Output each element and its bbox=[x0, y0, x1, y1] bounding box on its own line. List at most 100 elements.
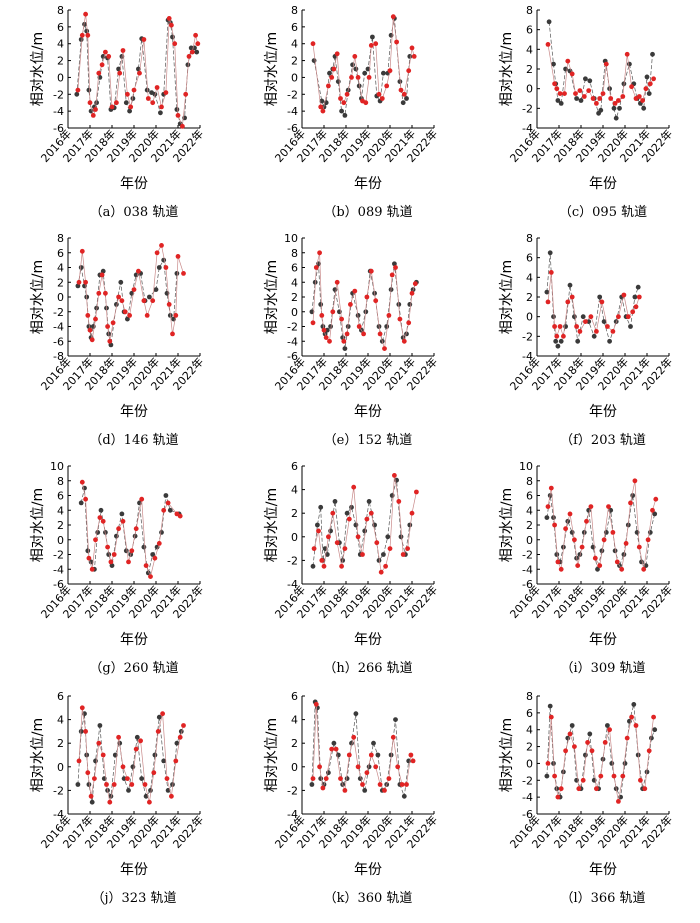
data-point-1 bbox=[133, 526, 139, 532]
data-point-1 bbox=[131, 87, 137, 93]
data-point-1 bbox=[577, 88, 583, 93]
data-point-0 bbox=[544, 515, 550, 520]
y-tick-label: 10 bbox=[284, 232, 298, 245]
data-point-0 bbox=[86, 782, 92, 787]
y-tick-label: 0 bbox=[526, 311, 533, 324]
y-axis-title: 相对水位/m bbox=[499, 488, 515, 562]
data-point-0 bbox=[622, 761, 628, 766]
panel-0: -6-4-2024682016年2017年2018年2019年2020年2021… bbox=[30, 4, 206, 220]
data-point-1 bbox=[545, 761, 551, 766]
data-point-0 bbox=[547, 703, 553, 709]
x-axis-title: 年份 bbox=[354, 862, 382, 878]
data-point-0 bbox=[188, 45, 194, 51]
data-point-0 bbox=[350, 62, 355, 68]
data-point-1 bbox=[159, 104, 164, 110]
data-point-0 bbox=[75, 782, 81, 787]
data-point-1 bbox=[85, 770, 91, 776]
data-point-1 bbox=[597, 563, 603, 568]
data-point-1 bbox=[97, 515, 103, 520]
data-point-1 bbox=[382, 788, 387, 793]
data-point-1 bbox=[143, 563, 149, 568]
data-point-1 bbox=[557, 91, 563, 96]
data-point-1 bbox=[647, 81, 653, 87]
data-point-1 bbox=[356, 324, 362, 329]
series-line-1 bbox=[312, 16, 415, 113]
data-point-1 bbox=[173, 313, 179, 318]
data-point-0 bbox=[591, 333, 597, 339]
data-point-1 bbox=[155, 729, 161, 734]
data-point-1 bbox=[577, 329, 583, 334]
data-point-1 bbox=[412, 281, 418, 287]
y-tick-label: 0 bbox=[291, 306, 298, 319]
data-point-1 bbox=[346, 516, 352, 522]
data-point-0 bbox=[170, 34, 175, 40]
data-point-1 bbox=[592, 555, 598, 561]
data-point-1 bbox=[567, 731, 573, 737]
data-point-1 bbox=[313, 265, 319, 270]
data-point-0 bbox=[353, 711, 359, 717]
data-point-1 bbox=[589, 748, 595, 754]
y-tick-label: 0 bbox=[526, 534, 533, 547]
data-point-1 bbox=[594, 786, 599, 792]
data-point-1 bbox=[318, 104, 324, 110]
data-point-0 bbox=[639, 559, 644, 565]
y-tick-label: 4 bbox=[526, 724, 533, 737]
data-point-0 bbox=[167, 507, 173, 513]
data-point-0 bbox=[611, 105, 617, 111]
data-point-1 bbox=[373, 298, 379, 304]
data-point-1 bbox=[341, 100, 347, 106]
data-point-0 bbox=[583, 752, 588, 758]
y-tick-label: -6 bbox=[287, 350, 298, 363]
data-point-0 bbox=[85, 548, 91, 554]
data-point-1 bbox=[75, 87, 81, 93]
y-tick-label: 8 bbox=[526, 475, 533, 488]
data-point-0 bbox=[78, 500, 84, 506]
data-point-1 bbox=[169, 793, 174, 799]
data-point-0 bbox=[578, 98, 584, 103]
data-point-1 bbox=[552, 773, 557, 779]
data-point-1 bbox=[616, 98, 621, 103]
data-point-0 bbox=[141, 544, 147, 550]
data-point-0 bbox=[174, 740, 180, 746]
data-point-0 bbox=[574, 96, 579, 101]
data-point-0 bbox=[342, 346, 348, 351]
data-point-1 bbox=[76, 758, 82, 764]
data-point-1 bbox=[159, 243, 164, 248]
data-point-1 bbox=[195, 41, 201, 47]
series-line-0 bbox=[313, 18, 411, 117]
data-point-0 bbox=[324, 327, 330, 333]
data-point-1 bbox=[83, 279, 88, 285]
y-tick-label: 0 bbox=[57, 291, 64, 304]
panel-caption: （f）203 轨道 bbox=[560, 433, 646, 448]
data-point-0 bbox=[109, 563, 115, 568]
data-point-1 bbox=[580, 777, 586, 783]
data-point-1 bbox=[397, 316, 403, 322]
y-tick-label: 0 bbox=[291, 531, 298, 544]
data-point-1 bbox=[99, 62, 105, 68]
data-point-0 bbox=[106, 552, 112, 557]
data-point-1 bbox=[351, 484, 357, 490]
data-point-1 bbox=[133, 746, 139, 752]
data-point-1 bbox=[310, 41, 316, 47]
data-point-1 bbox=[558, 786, 564, 792]
data-point-1 bbox=[85, 32, 91, 38]
data-point-1 bbox=[150, 298, 156, 304]
data-point-1 bbox=[320, 108, 326, 114]
y-tick-label: -2 bbox=[522, 330, 533, 343]
data-point-0 bbox=[194, 49, 200, 55]
data-point-0 bbox=[320, 324, 326, 329]
panel-6: -6-4-202468102016年2017年2018年2019年2020年20… bbox=[30, 460, 206, 676]
data-point-1 bbox=[165, 500, 171, 506]
y-axis-title: 相对水位/m bbox=[30, 260, 46, 334]
data-point-0 bbox=[134, 734, 140, 740]
data-point-0 bbox=[400, 100, 406, 106]
data-point-0 bbox=[153, 287, 159, 292]
data-point-0 bbox=[407, 302, 413, 307]
data-point-1 bbox=[154, 250, 160, 256]
data-point-1 bbox=[126, 559, 131, 565]
data-point-1 bbox=[368, 43, 374, 48]
data-point-0 bbox=[407, 54, 413, 59]
data-point-0 bbox=[366, 499, 372, 504]
data-point-1 bbox=[552, 522, 557, 528]
data-point-1 bbox=[625, 314, 631, 320]
